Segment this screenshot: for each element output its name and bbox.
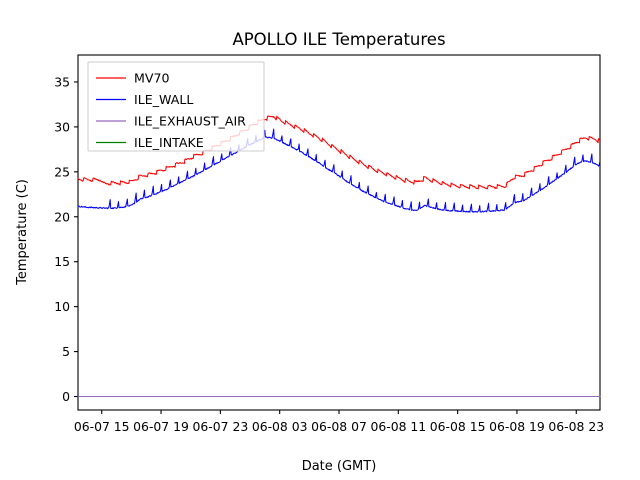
x-tick-label: 06-08 23 xyxy=(548,419,604,434)
x-tick-label: 06-07 23 xyxy=(193,419,249,434)
series-line-ile_wall xyxy=(77,128,601,213)
y-tick-label: 35 xyxy=(54,74,70,89)
legend-label-mv70: MV70 xyxy=(134,71,170,86)
chart-title: APOLLO ILE Temperatures xyxy=(232,30,445,49)
legend-label-ile_exhaust_air: ILE_EXHAUST_AIR xyxy=(134,114,246,129)
y-tick-label: 15 xyxy=(54,254,70,269)
x-tick-label: 06-08 19 xyxy=(489,419,545,434)
x-tick-label: 06-07 19 xyxy=(133,419,189,434)
y-tick-label: 25 xyxy=(54,164,70,179)
y-tick-label: 0 xyxy=(62,389,70,404)
chart-legend[interactable]: MV70 ILE_WALL ILE_EXHAUST_AIR ILE_INTAKE xyxy=(87,61,265,152)
legend-background xyxy=(87,61,265,152)
x-axis-label: Date (GMT) xyxy=(302,459,377,474)
y-axis-ticks: 0 5 10 15 20 25 30 35 xyxy=(54,74,78,404)
legend-label-ile_wall: ILE_WALL xyxy=(134,92,193,107)
y-axis-label: Temperature (C) xyxy=(15,179,30,286)
y-tick-label: 5 xyxy=(62,344,70,359)
data-series-group xyxy=(77,115,601,398)
y-tick-label: 10 xyxy=(54,299,70,314)
legend-label-ile_intake: ILE_INTAKE xyxy=(134,135,204,150)
x-tick-label: 06-08 07 xyxy=(311,419,367,434)
x-tick-label: 06-08 15 xyxy=(430,419,486,434)
x-tick-label: 06-08 03 xyxy=(252,419,308,434)
y-tick-label: 20 xyxy=(54,209,70,224)
y-tick-label: 30 xyxy=(54,119,70,134)
x-axis-ticks: 06-07 15 06-07 19 06-07 23 06-08 03 06-08 07… xyxy=(74,410,604,434)
x-tick-label: 06-07 15 xyxy=(74,419,130,434)
series-line-mv70 xyxy=(77,115,601,190)
x-tick-label: 06-08 11 xyxy=(370,419,426,434)
